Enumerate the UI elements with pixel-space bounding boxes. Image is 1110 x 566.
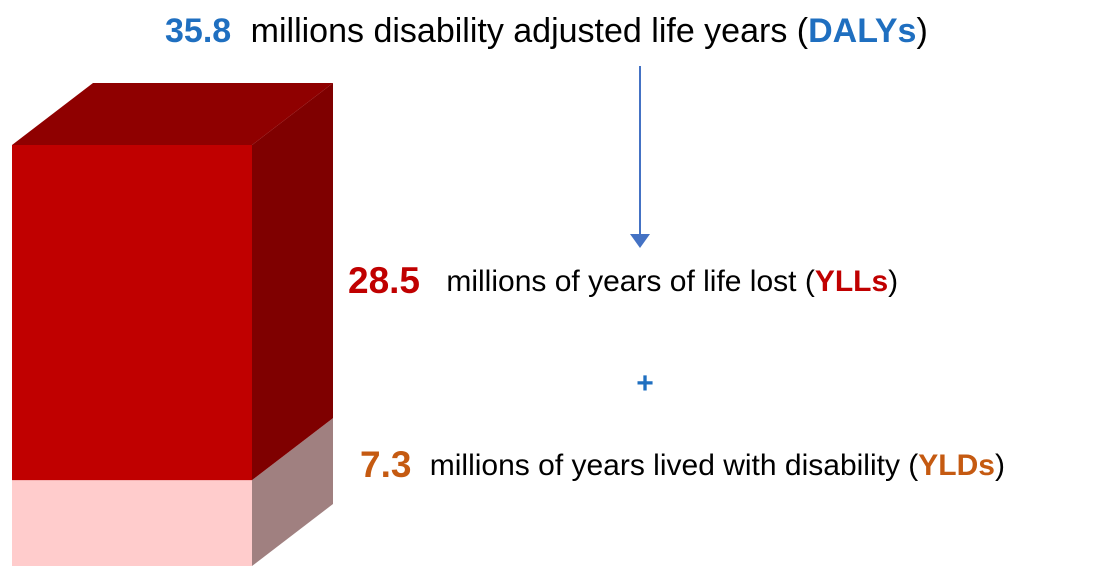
plus-sign: + — [636, 367, 654, 400]
series-tail: ) — [995, 449, 1005, 482]
total-abbr: DALYs — [808, 12, 916, 50]
series-1-label: 7.3 millions of years lived with disabil… — [360, 444, 1005, 485]
total-value: 35.8 — [165, 12, 231, 50]
series-0-label: 28.5 millions of years of life lost (YLL… — [348, 260, 898, 301]
series-value: 7.3 — [360, 444, 411, 485]
bar-segment — [12, 145, 252, 481]
series-name: millions of years lived with disability … — [430, 449, 919, 482]
series-name: millions of years of life lost ( — [446, 265, 814, 298]
total-text: millions disability adjusted life years … — [251, 12, 809, 50]
bar-side — [252, 83, 333, 481]
series-tail: ) — [888, 265, 898, 298]
series-value: 28.5 — [348, 260, 420, 301]
series-abbr: YLLs — [815, 265, 888, 298]
bar-segment — [12, 480, 252, 566]
total-tail: ) — [916, 12, 927, 50]
bar-side — [252, 418, 333, 566]
series-abbr: YLDs — [918, 449, 995, 482]
arrow-head — [630, 234, 650, 248]
bar-group — [12, 83, 333, 566]
total-line: 35.8 millions disability adjusted life y… — [165, 12, 928, 50]
bar-top — [12, 83, 333, 145]
